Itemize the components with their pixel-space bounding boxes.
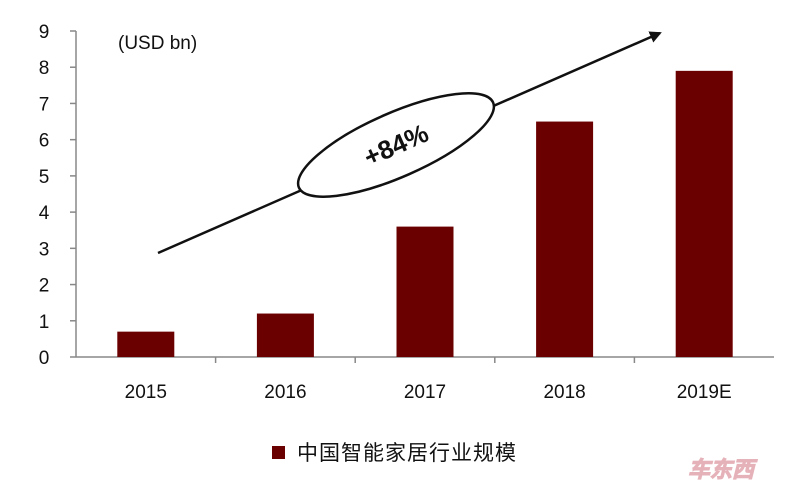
- y-tick-label: 5: [39, 167, 50, 188]
- x-tick-label: 2019E: [677, 382, 732, 403]
- y-tick-label: 0: [39, 348, 50, 369]
- y-tick-label: 4: [39, 203, 50, 224]
- legend: 中国智能家居行业规模: [272, 437, 517, 467]
- y-tick-label: 6: [39, 131, 50, 152]
- watermark-logo: 车东西: [687, 458, 755, 484]
- x-tick-label: 2015: [125, 382, 167, 403]
- y-tick-label: 7: [39, 94, 50, 115]
- bar-2019E: [675, 70, 733, 357]
- x-tick-label: 2018: [543, 382, 585, 403]
- x-tick-labels: 2015 2016 2017 2018 2019E: [125, 357, 732, 403]
- x-tick-label: 2016: [264, 382, 306, 403]
- unit-label: (USD bn): [118, 33, 197, 54]
- bar-2015: [117, 331, 175, 357]
- x-tick-label: 2017: [404, 382, 446, 403]
- y-tick-label: 9: [39, 22, 50, 43]
- y-tick-label: 1: [39, 312, 50, 333]
- y-tick-label: 3: [39, 239, 50, 260]
- legend-label: 中国智能家居行业规模: [297, 441, 517, 465]
- growth-annotation: +84%: [157, 31, 662, 255]
- annotation-ellipse: [296, 92, 496, 198]
- bar-2017: [396, 226, 454, 357]
- bar-2016: [256, 313, 314, 357]
- bars: [117, 70, 733, 357]
- y-tick-labels: 0 1 2 3 4 5 6 7 8 9: [39, 22, 76, 369]
- bar-2018: [536, 121, 594, 357]
- y-tick-label: 2: [39, 276, 50, 297]
- legend-swatch: [272, 445, 285, 459]
- y-tick-label: 8: [39, 58, 50, 79]
